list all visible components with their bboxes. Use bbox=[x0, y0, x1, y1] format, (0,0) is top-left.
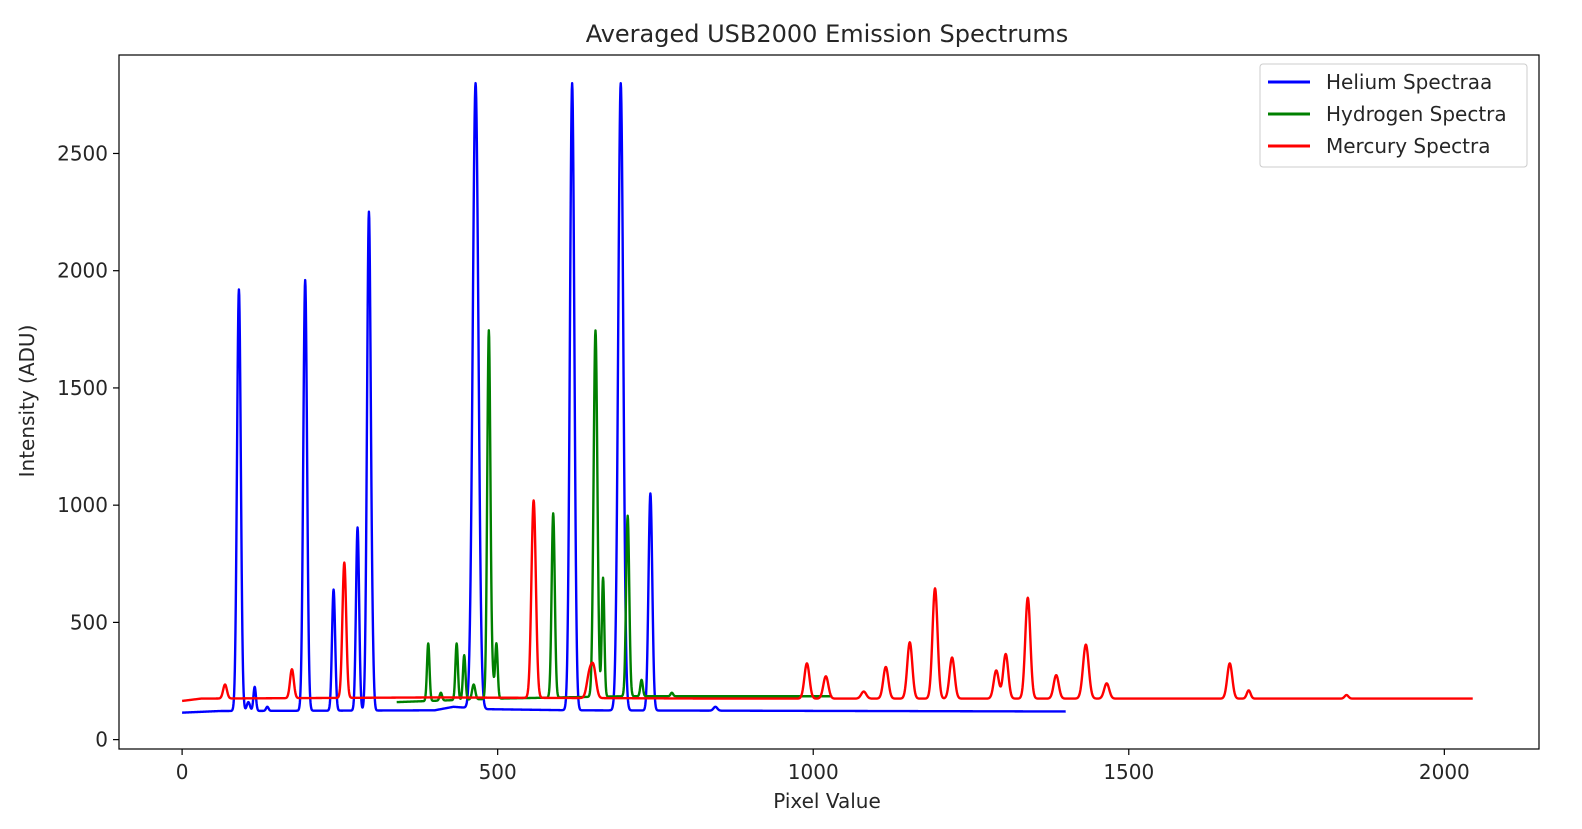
legend-label: Mercury Spectra bbox=[1326, 134, 1490, 158]
chart-title: Averaged USB2000 Emission Spectrums bbox=[586, 20, 1069, 48]
x-tick-label: 2000 bbox=[1419, 760, 1470, 784]
x-tick-label: 1000 bbox=[788, 760, 839, 784]
legend-label: Helium Spectraa bbox=[1326, 70, 1492, 94]
x-tick-label: 500 bbox=[479, 760, 517, 784]
legend: Helium Spectraa Hydrogen Spectra Mercury S… bbox=[1259, 63, 1528, 168]
y-tick-label: 2000 bbox=[57, 259, 108, 283]
plot-frame bbox=[118, 54, 1540, 750]
y-tick-label: 2500 bbox=[57, 141, 108, 165]
y-axis-label: Intensity (ADU) bbox=[15, 325, 39, 478]
x-axis-label: Pixel Value bbox=[773, 789, 881, 813]
axes: 0 500 1000 1500 2000 0 500 1000 1500 2000 2500 bbox=[57, 54, 1540, 784]
y-tick-label: 0 bbox=[95, 728, 108, 752]
x-tick-label: 0 bbox=[176, 760, 189, 784]
series-line-2 bbox=[395, 329, 834, 704]
legend-label: Hydrogen Spectra bbox=[1326, 102, 1507, 126]
series-line-3 bbox=[181, 499, 1474, 703]
x-tick-label: 1500 bbox=[1103, 760, 1154, 784]
series-line-1 bbox=[181, 81, 1067, 714]
y-tick-label: 1500 bbox=[57, 376, 108, 400]
y-tick-label: 500 bbox=[70, 610, 108, 634]
plot-lines bbox=[119, 55, 1539, 749]
legend-box bbox=[1259, 63, 1528, 168]
y-tick-label: 1000 bbox=[57, 493, 108, 517]
